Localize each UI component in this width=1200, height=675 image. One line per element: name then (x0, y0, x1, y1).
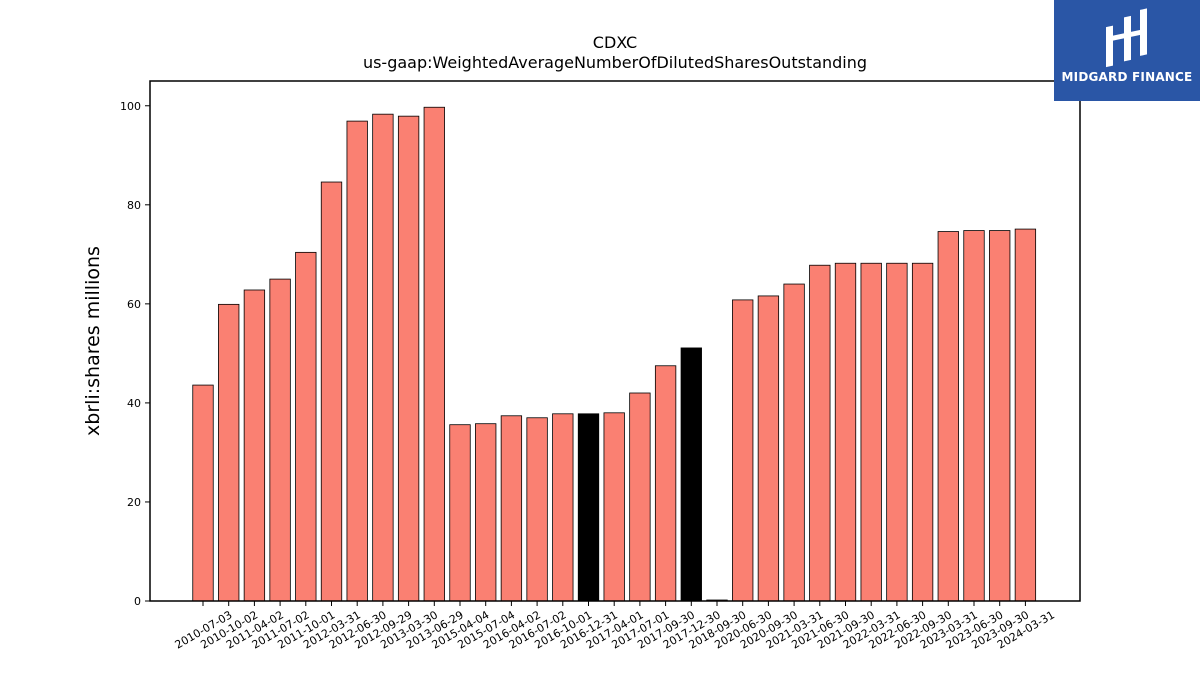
y-tick-label: 80 (127, 199, 141, 212)
bar-2017-12-30 (680, 347, 702, 602)
bar-2016-10-01 (552, 413, 574, 602)
bar-2022-06-30 (886, 262, 908, 602)
bar-2016-12-31 (577, 413, 600, 602)
bar-2016-07-02 (526, 417, 548, 602)
bar-2020-09-30 (757, 295, 780, 602)
y-tick-label: 100 (120, 100, 141, 113)
y-tick-label: 0 (134, 595, 141, 608)
y-axis-label: xbrli:shares millions (82, 246, 104, 436)
bar-2021-03-31 (783, 283, 805, 602)
bar-2020-06-30 (732, 299, 754, 602)
bar-2011-10-01 (295, 251, 317, 602)
chart-title: CDXC (593, 33, 637, 52)
bar-2011-04-02 (243, 289, 266, 602)
bar-2017-07-01 (629, 392, 651, 602)
y-tick-label: 40 (127, 397, 141, 410)
bar-2021-06-30 (809, 264, 831, 602)
bar-2017-09-30 (654, 365, 677, 602)
bar-2022-03-31 (860, 262, 882, 602)
bar-2015-07-04 (475, 423, 497, 602)
bar-2022-09-30 (911, 262, 934, 602)
y-tick-label: 20 (127, 496, 141, 509)
bar-2013-03-30 (397, 115, 420, 602)
y-ticks-group: 0 20 40 60 80 100 (120, 100, 150, 608)
plot-frame (149, 80, 1081, 602)
bar-2010-07-03 (192, 384, 214, 602)
bar-2012-09-29 (372, 113, 394, 602)
logo-text: MIDGARD FINANCE (1061, 70, 1193, 84)
bar-2015-04-04 (449, 424, 471, 602)
y-tick-label: 60 (127, 298, 141, 311)
bar-2017-04-01 (603, 412, 625, 602)
bar-2016-04-02 (500, 415, 523, 602)
bar-2011-07-02 (269, 278, 291, 602)
bar-2023-06-30 (963, 230, 985, 602)
chart-subtitle: us-gaap:WeightedAverageNumberOfDilutedSh… (363, 53, 867, 72)
bars-group (192, 106, 1037, 602)
bar-2012-03-31 (320, 181, 343, 602)
midgard-logo-icon (1106, 8, 1147, 68)
bar-2012-06-30 (346, 120, 368, 602)
bar-2024-03-31 (1014, 228, 1037, 602)
bar-2023-03-31 (937, 231, 959, 602)
bar-2010-10-02 (218, 303, 240, 602)
bar-2013-06-29 (423, 106, 445, 602)
bar-2023-09-30 (989, 230, 1011, 602)
brand-logo: MIDGARD FINANCE (1054, 0, 1200, 101)
bar-2021-09-30 (834, 262, 857, 602)
x-ticks-group: 2010-07-032010-10-022011-04-022011-07-02… (173, 601, 1057, 652)
